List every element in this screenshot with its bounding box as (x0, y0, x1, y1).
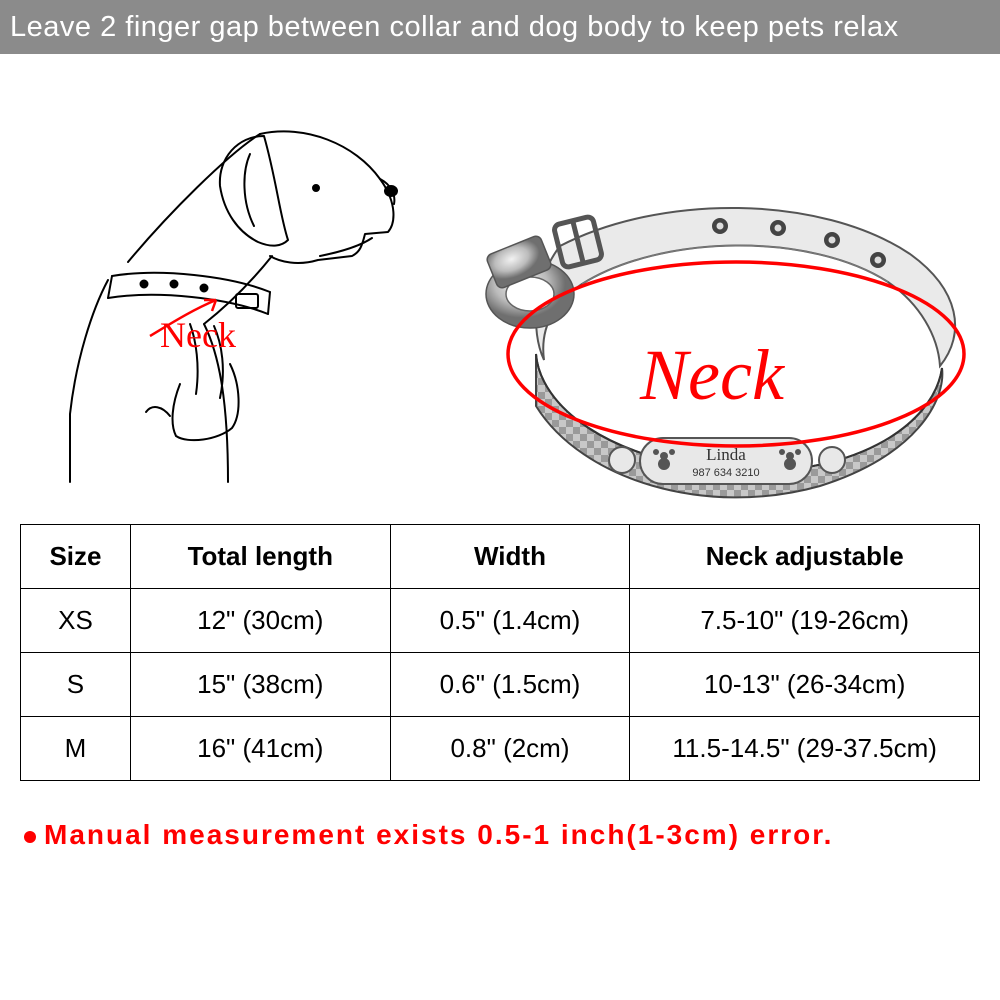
col-header-neck: Neck adjustable (630, 525, 980, 589)
cell-size: M (21, 717, 131, 781)
table-row: XS 12" (30cm) 0.5" (1.4cm) 7.5-10" (19-2… (21, 589, 980, 653)
cell-length: 16" (41cm) (130, 717, 390, 781)
header-text: Leave 2 finger gap between collar and do… (10, 11, 899, 44)
cell-length: 15" (38cm) (130, 653, 390, 717)
cell-width: 0.5" (1.4cm) (390, 589, 630, 653)
cell-width: 0.6" (1.5cm) (390, 653, 630, 717)
col-header-width: Width (390, 525, 630, 589)
cell-size: S (21, 653, 131, 717)
bullet-icon (24, 831, 36, 843)
footer-note: Manual measurement exists 0.5-1 inch(1-3… (24, 819, 976, 851)
cell-width: 0.8" (2cm) (390, 717, 630, 781)
illustration-area: Neck (0, 54, 1000, 524)
header-bar: Leave 2 finger gap between collar and do… (0, 0, 1000, 54)
collar-tag-phone: 987 634 3210 (692, 467, 759, 479)
table-row: M 16" (41cm) 0.8" (2cm) 11.5-14.5" (29-3… (21, 717, 980, 781)
col-header-size: Size (21, 525, 131, 589)
cell-neck: 7.5-10" (19-26cm) (630, 589, 980, 653)
cell-length: 12" (30cm) (130, 589, 390, 653)
col-header-length: Total length (130, 525, 390, 589)
dog-sketch (20, 84, 420, 484)
table-header-row: Size Total length Width Neck adjustable (21, 525, 980, 589)
table-row: S 15" (38cm) 0.6" (1.5cm) 10-13" (26-34c… (21, 653, 980, 717)
cell-neck: 11.5-14.5" (29-37.5cm) (630, 717, 980, 781)
cell-size: XS (21, 589, 131, 653)
collar-neck-label: Neck (640, 334, 784, 417)
collar-tag-name: Linda (706, 445, 746, 464)
footer-text: Manual measurement exists 0.5-1 inch(1-3… (44, 819, 833, 850)
cell-neck: 10-13" (26-34cm) (630, 653, 980, 717)
size-table: Size Total length Width Neck adjustable … (20, 524, 980, 781)
dog-neck-label: Neck (160, 314, 236, 356)
